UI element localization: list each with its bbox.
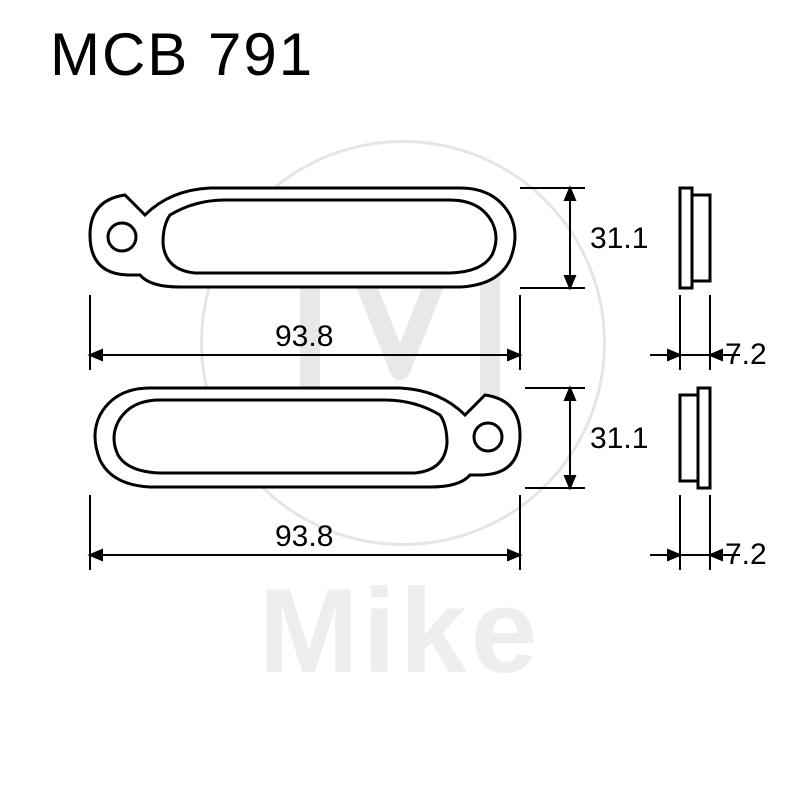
pad-top (90, 188, 515, 287)
pad-top-side (680, 188, 710, 288)
label-width-top: 93.8 (275, 320, 333, 354)
label-height-bottom: 31.1 (590, 422, 648, 456)
technical-drawing (0, 0, 800, 800)
label-width-bottom: 93.8 (275, 520, 333, 554)
pad-bottom (95, 388, 520, 487)
label-height-top: 31.1 (590, 222, 648, 256)
dim-height-bottom (525, 388, 585, 488)
label-thickness-bottom: 7.2 (725, 538, 767, 572)
dim-height-top (520, 188, 585, 288)
diagram-container: MCB 791 Mike (0, 0, 800, 800)
pad-bottom-side (680, 388, 710, 488)
label-thickness-top: 7.2 (725, 338, 767, 372)
